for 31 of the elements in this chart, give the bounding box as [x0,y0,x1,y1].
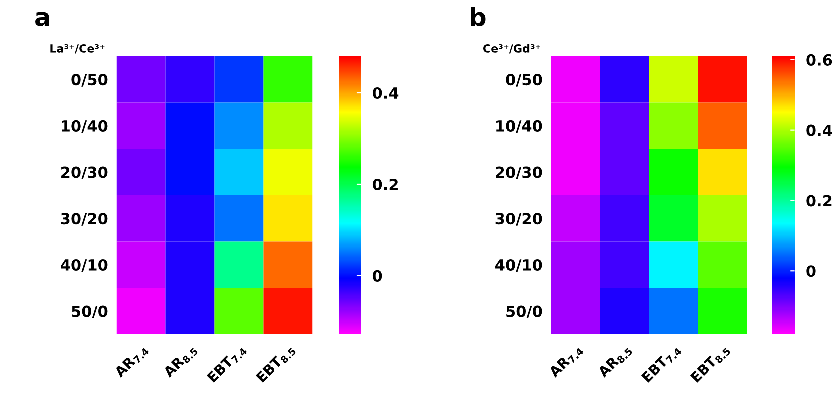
y-axis-title: Ce³⁺/Gd³⁺ [483,44,540,54]
x-tick-label: EBT$_{8.5}$ [690,344,732,385]
y-tick-label: 40/10 [61,259,108,272]
x-tick-label: EBT$_{8.5}$ [256,344,297,385]
y-tick-label: 50/0 [72,306,108,319]
y-tick-label: 20/30 [62,166,108,180]
x-tick-label: AR$_{8.5}$ [597,344,634,380]
color-bar-label: 0.4 [372,87,399,100]
color-bar-label: 0 [372,270,382,282]
chart-title: b [471,7,486,27]
y-tick-label: 0/50 [506,74,542,87]
x-tick-label: AR$_{7.4}$ [548,344,584,380]
y-tick-label: 10/40 [62,120,108,134]
x-tick-label: EBT$_{7.4}$ [641,344,682,384]
color-bar-label: 0.2 [372,178,398,190]
color-bar-label: 0.6 [806,54,832,66]
y-tick-label: 40/10 [496,259,542,272]
x-tick-label: EBT$_{7.4}$ [206,344,248,384]
chart-title: a [36,12,50,27]
x-tick-label: AR$_{7.4}$ [114,344,150,380]
y-tick-label: 30/20 [61,213,108,226]
y-tick-label: 10/40 [496,120,542,134]
color-bar-label: 0.2 [806,195,832,207]
y-axis-title: La³⁺/Ce³⁺ [50,44,105,54]
y-tick-label: 20/30 [496,166,542,180]
x-tick-label: AR$_{8.5}$ [162,344,199,380]
y-tick-label: 30/20 [496,213,542,226]
color-bar-label: 0.4 [806,124,832,136]
y-tick-label: 50/0 [506,306,542,319]
y-tick-label: 0/50 [72,74,108,87]
color-bar-label: 0 [806,266,816,278]
